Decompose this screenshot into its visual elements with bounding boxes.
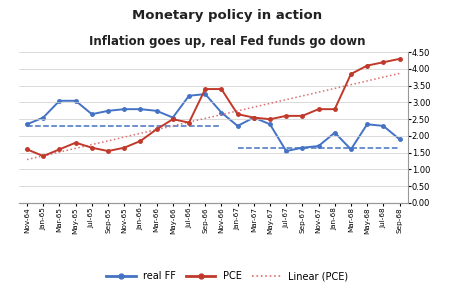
Text: Monetary policy in action: Monetary policy in action: [132, 9, 323, 22]
Text: Inflation goes up, real Fed funds go down: Inflation goes up, real Fed funds go dow…: [89, 35, 366, 48]
Legend: real FF, PCE, Linear (PCE): real FF, PCE, Linear (PCE): [102, 267, 353, 285]
